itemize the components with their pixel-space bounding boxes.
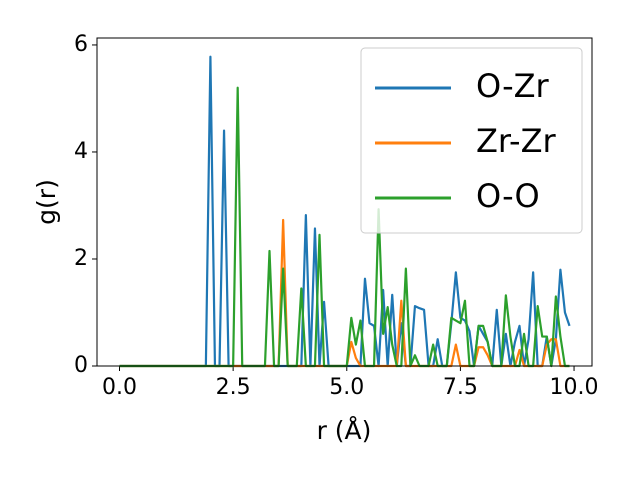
axes-frame — [96, 37, 593, 367]
y-tick-label: 4 — [74, 139, 88, 164]
y-tick-label: 0 — [74, 353, 88, 378]
x-tick-label: 5.0 — [329, 375, 364, 400]
y-tick-label: 2 — [74, 246, 88, 271]
y-tick-label: 6 — [74, 32, 88, 57]
legend-box — [360, 47, 583, 234]
legend-label: Zr-Zr — [476, 122, 557, 160]
x-tick-label: 2.5 — [216, 375, 251, 400]
x-axis-label: r (Å) — [317, 416, 372, 445]
x-tick-label: 10.0 — [550, 375, 599, 400]
x-tick-label: 7.5 — [443, 375, 478, 400]
legend-label: O-O — [476, 177, 540, 215]
legend-label: O-Zr — [476, 67, 550, 105]
y-axis-label: g(r) — [32, 179, 61, 225]
x-tick-label: 0.0 — [102, 375, 137, 400]
